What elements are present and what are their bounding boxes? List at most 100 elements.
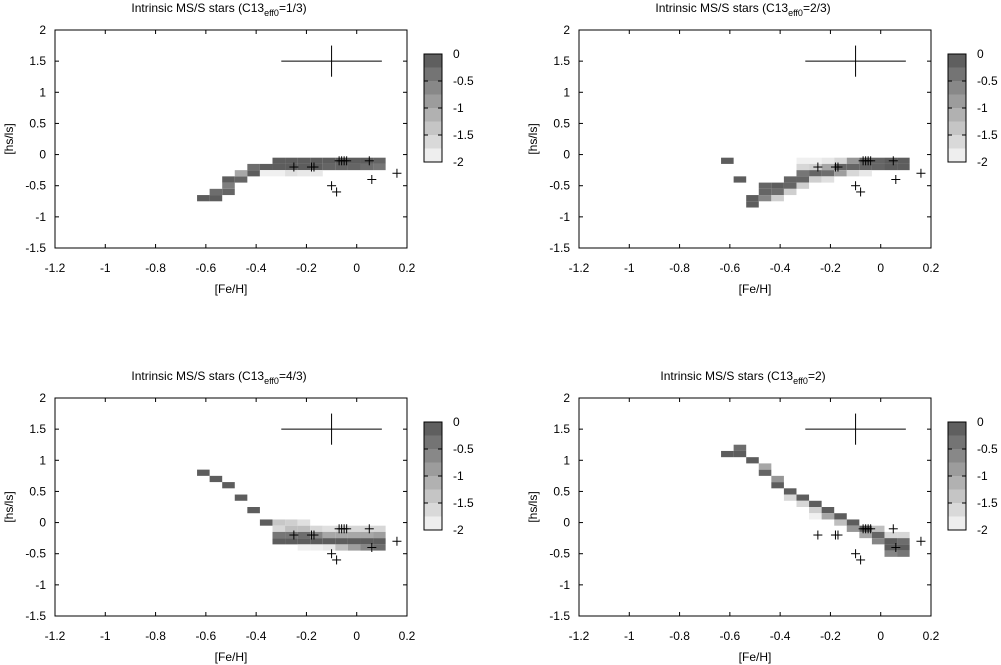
x-tick-label: 0.2 [923, 629, 940, 643]
heatmap-cell [809, 176, 822, 183]
star-marker [891, 174, 901, 184]
heatmap-cell [809, 170, 822, 177]
heatmap-cell [234, 170, 248, 177]
heatmap-cell [796, 170, 810, 177]
y-tick-label: -1.5 [549, 241, 570, 255]
x-tick-label: -1 [624, 261, 635, 275]
heatmap-cell [322, 525, 336, 532]
y-tick-label: 1.5 [29, 422, 46, 436]
heatmap-cell [297, 525, 311, 532]
y-tick-label: 2 [563, 23, 570, 37]
heatmap-cell [733, 176, 747, 183]
heatmap-cell [373, 157, 386, 164]
heatmap-cell [796, 494, 810, 501]
x-tick-label: -1 [100, 629, 111, 643]
heatmap-cell [197, 195, 210, 202]
colorbar-tick-label: -1 [453, 469, 464, 483]
star-marker [851, 181, 861, 191]
heatmap-cell [259, 519, 273, 526]
heatmap-cell [897, 531, 910, 539]
x-tick-label: -0.2 [820, 261, 841, 275]
chart-panel-4: -1.2 -1 -0.8 -0.6 -0.4 -0.2 0 0.2 -1.5 -1 -0.5 0 0.5… [526, 369, 998, 664]
y-tick-label: 2 [39, 391, 46, 405]
heatmap-cell [771, 482, 784, 489]
heatmap-cell [209, 195, 223, 202]
heatmap-cell [771, 195, 784, 202]
y-tick-label: 1.5 [553, 422, 570, 436]
heatmap-cell [360, 538, 374, 545]
heatmap-cell [285, 519, 298, 526]
x-tick-label: 0 [353, 261, 360, 275]
y-tick-label: 1 [39, 453, 46, 467]
x-tick-label: 0.2 [399, 629, 416, 643]
star-marker [856, 187, 866, 197]
star-marker [916, 168, 926, 178]
colorbar: 0 -0.5 -1 -1.5 -2 [947, 415, 998, 537]
heatmap-cell [285, 170, 298, 177]
heatmap-cell [272, 157, 286, 164]
heatmap-cell [222, 482, 235, 489]
star-marker [813, 162, 823, 172]
colorbar-segment [948, 462, 966, 477]
heatmap-cell [360, 531, 374, 539]
y-tick-label: 1 [39, 85, 46, 99]
heatmap-cell [347, 157, 361, 164]
heatmap-cell [884, 531, 898, 539]
colorbar-segment [424, 462, 442, 477]
y-tick-label: -0.5 [549, 179, 570, 193]
heatmap-cell [859, 163, 872, 171]
plot-frame [578, 29, 932, 249]
heatmap-cell [222, 176, 235, 183]
x-tick-label: 0 [877, 261, 884, 275]
heatmap-cell [783, 182, 797, 189]
colorbar-tick-label: 0 [453, 415, 460, 429]
chart-title: Intrinsic MS/S stars (C13eff0=4/3) [131, 369, 306, 386]
heatmap-cell [272, 163, 286, 171]
heatmap-cell [834, 519, 847, 526]
colorbar-tick-label: 0 [977, 415, 984, 429]
heatmap-cell [846, 170, 860, 177]
heatmap-cell [846, 163, 860, 171]
heatmap-cell [884, 544, 898, 551]
colorbar-segment [948, 121, 966, 136]
heatmap-cell [796, 157, 810, 164]
heatmap-cell [360, 163, 374, 171]
x-tick-label: -0.4 [246, 261, 267, 275]
y-tick-label: -0.5 [25, 179, 46, 193]
heatmap-cell [746, 201, 759, 208]
heatmap-cell [721, 450, 734, 458]
star-marker [364, 524, 374, 534]
x-tick-label: -0.4 [770, 629, 791, 643]
star-marker [309, 530, 319, 540]
heatmap-cell [373, 163, 386, 171]
colorbar: 0 -0.5 -1 -1.5 -2 [947, 47, 998, 169]
star-marker [309, 162, 319, 172]
heatmap-cell [796, 182, 810, 189]
heatmap-cell [783, 494, 797, 501]
colorbar-segment [948, 81, 966, 95]
heatmap-cell [335, 163, 348, 171]
colorbar-segment [424, 422, 442, 436]
colorbar-segment [424, 148, 442, 163]
heatmap-cell [809, 500, 822, 507]
colorbar-segment [424, 516, 442, 531]
y-tick-label: -1.5 [25, 241, 46, 255]
heatmap-cell [259, 163, 273, 171]
heatmap-cell [821, 507, 835, 514]
heatmap-cell [846, 525, 860, 532]
heatmap-cell [335, 544, 348, 551]
heatmap-cell [783, 176, 797, 183]
y-axis-label: [hs/ls] [2, 123, 16, 154]
colorbar-segment [424, 135, 442, 149]
y-tick-label: 2 [39, 23, 46, 37]
heatmap-cell [222, 182, 235, 189]
y-tick-label: 0.5 [553, 116, 570, 130]
x-tick-label: 0 [353, 629, 360, 643]
plot-frame [54, 397, 408, 617]
heatmap-cell [771, 182, 784, 189]
heatmap-cell [285, 157, 298, 164]
y-tick-label: -1 [559, 578, 570, 592]
x-tick-label: -0.6 [196, 629, 217, 643]
colorbar-segment [424, 94, 442, 109]
